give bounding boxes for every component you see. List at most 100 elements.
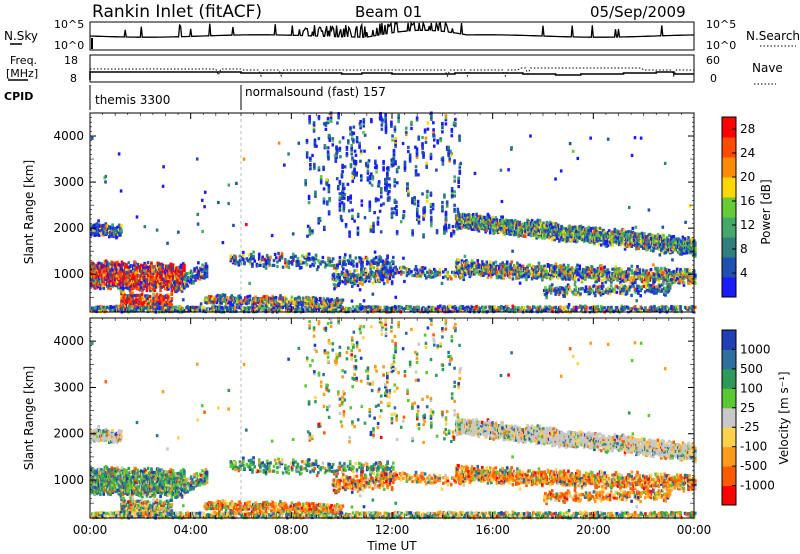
scatter-cell <box>100 304 103 309</box>
scatter-cell <box>122 291 126 295</box>
scatter-cell <box>123 293 127 297</box>
scatter-cell <box>593 229 596 233</box>
scatter-cell <box>137 308 141 313</box>
scatter-cell <box>304 261 308 265</box>
scatter-cell <box>119 267 123 271</box>
scatter-cell <box>531 273 535 277</box>
scatter-cell <box>615 308 619 312</box>
scatter-cell <box>268 258 271 262</box>
scatter-cell <box>169 266 173 270</box>
scatter-cell <box>169 309 172 313</box>
scatter-cell <box>354 256 358 260</box>
scatter-cell <box>292 252 295 256</box>
scatter-cell <box>630 264 634 268</box>
scatter-cell <box>439 308 442 313</box>
scatter-cell <box>599 263 603 268</box>
scatter-cell <box>109 264 112 269</box>
scatter-cell <box>233 305 237 309</box>
scatter-cell <box>187 271 191 275</box>
scatter-cell <box>326 297 330 301</box>
scatter-cell <box>382 281 386 286</box>
scatter-cell <box>195 266 199 270</box>
scatter-cell <box>619 229 622 233</box>
scatter-cell <box>691 305 695 309</box>
scatter-cell <box>544 305 548 309</box>
scatter-cell <box>483 308 486 312</box>
scatter-cell <box>595 236 599 240</box>
scatter-cell <box>94 280 98 284</box>
scatter-cell <box>638 307 642 312</box>
scatter-cell <box>568 224 571 228</box>
scatter-cell <box>281 265 285 269</box>
scatter-cell <box>138 276 142 280</box>
scatter-cell <box>162 298 166 302</box>
scatter-cell <box>615 305 619 310</box>
scatter-cell <box>407 268 411 272</box>
scatter-cell <box>284 257 287 262</box>
scatter-cell <box>256 263 260 268</box>
scatter-cell <box>171 263 175 267</box>
scatter-cell <box>470 262 474 266</box>
scatter-cell <box>662 233 665 238</box>
scatter-cell <box>101 266 104 270</box>
scatter-cell <box>262 306 265 310</box>
scatter-cell <box>155 294 159 298</box>
scatter-cell <box>446 277 450 281</box>
scatter-cell <box>111 305 115 309</box>
scatter-cell <box>354 276 357 280</box>
scatter-cell <box>355 268 359 273</box>
scatter-cell <box>307 256 311 261</box>
scatter-cell <box>470 305 474 309</box>
scatter-cell <box>484 221 487 225</box>
scatter-cell <box>126 286 129 291</box>
scatter-cell <box>555 236 559 240</box>
scatter-cell <box>153 305 157 309</box>
scatter-cell <box>493 230 497 234</box>
scatter-cell <box>470 259 474 263</box>
scatter-cell <box>254 295 257 299</box>
scatter-cell <box>388 306 391 310</box>
scatter-cell <box>376 267 379 271</box>
scatter-cell <box>385 275 388 280</box>
scatter-cell <box>601 306 604 310</box>
scatter-cell <box>637 309 640 313</box>
scatter-cell <box>582 271 586 275</box>
scatter-cell <box>204 262 208 266</box>
scatter-cell <box>461 304 465 309</box>
scatter-cell <box>594 269 597 273</box>
scatter-cell <box>210 301 213 305</box>
scatter-cell <box>590 265 594 269</box>
scatter-cell <box>93 223 96 227</box>
scatter-cell <box>478 307 482 311</box>
scatter-cell <box>389 273 393 277</box>
scatter-cell <box>201 263 204 267</box>
scatter-cell <box>454 270 458 274</box>
scatter-cell <box>552 221 555 225</box>
scatter-cell <box>161 282 165 286</box>
scatter-cell <box>205 271 209 275</box>
scatter-cell <box>670 235 673 239</box>
scatter-cell <box>205 268 209 273</box>
scatter-cell <box>212 295 215 300</box>
scatter-cell <box>470 227 474 231</box>
scatter-cell <box>332 282 336 287</box>
scatter-cell <box>112 234 115 239</box>
scatter-cell <box>537 309 541 313</box>
cpid-mode-themis: themis 3300 <box>95 93 170 107</box>
scatter-cell <box>467 217 470 221</box>
scatter-cell <box>324 263 328 267</box>
scatter-cell <box>297 302 301 306</box>
scatter-cell <box>95 222 99 226</box>
scatter-cell <box>365 257 369 261</box>
scatter-cell <box>415 268 419 272</box>
scatter-cell <box>167 287 170 291</box>
scatter-cell <box>378 269 381 273</box>
scatter-cell <box>378 305 382 310</box>
scatter-cell <box>288 260 292 265</box>
scatter-cell <box>154 307 158 311</box>
scatter-cell <box>280 308 283 312</box>
scatter-cell <box>147 271 151 275</box>
scatter-cell <box>154 269 158 273</box>
scatter-cell <box>550 222 553 226</box>
scatter-cell <box>438 268 442 272</box>
